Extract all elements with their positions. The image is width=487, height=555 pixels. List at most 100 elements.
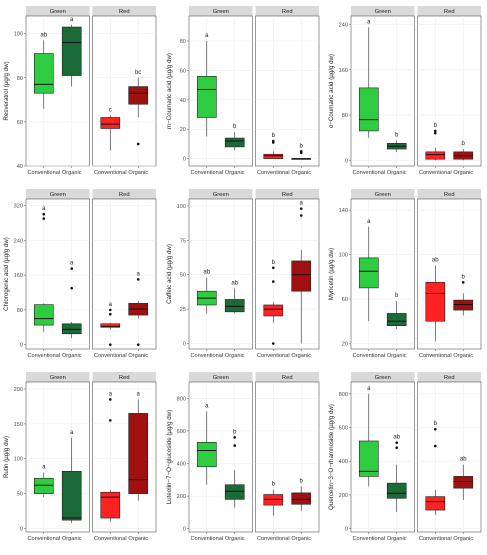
y-tick-label: 800: [177, 396, 186, 402]
x-tick-label: Organic: [225, 170, 245, 176]
significance-letter: b: [434, 123, 438, 129]
facet-label: Green: [213, 375, 229, 381]
box: [386, 482, 407, 499]
box: [224, 299, 245, 313]
y-tick-label: 0: [345, 158, 348, 164]
outlier-point: [433, 427, 437, 431]
significance-letter: a: [42, 465, 46, 471]
x-tick-label: Organic: [62, 536, 82, 542]
x-tick-label: Conventional: [352, 536, 385, 542]
box: [291, 260, 312, 292]
y-tick-label: 100: [14, 32, 23, 38]
y-tick-label: 20: [180, 127, 186, 133]
facet-strip: [189, 372, 253, 382]
outlier-point: [433, 444, 437, 448]
y-tick-label: 320: [14, 204, 23, 210]
facet-panel: [417, 198, 482, 350]
y-tick-label: 25: [180, 307, 186, 313]
y-tick-label: 150: [14, 422, 23, 428]
outlier-point: [271, 280, 275, 283]
box: [453, 299, 474, 311]
significance-letter: a: [367, 219, 371, 225]
significance-letter: b: [434, 421, 438, 427]
y-tick-label: 80: [17, 308, 23, 314]
y-tick-label: 60: [180, 68, 186, 74]
facet-strip: [26, 6, 90, 16]
facet-strip: [417, 189, 481, 199]
x-tick-label: Conventional: [190, 170, 223, 176]
significance-letter: b: [462, 141, 466, 147]
y-tick-label: 600: [177, 429, 186, 435]
outlier-point: [233, 436, 237, 439]
x-tick-label: Conventional: [94, 353, 127, 359]
facet-label: Green: [375, 9, 391, 15]
y-tick-label: 200: [339, 493, 348, 499]
facet-strip: [351, 372, 415, 382]
x-tick-label: Organic: [291, 170, 311, 176]
outlier-point: [395, 446, 399, 450]
x-tick-label: Conventional: [257, 353, 290, 359]
y-axis-label: Luteolin−7−O−glucoside (µg/g dw): [166, 410, 173, 505]
chart-panel: Quercetin−3−O−rhamnoside (µg/g dw) 0 200 40…: [328, 372, 482, 542]
y-tick-label: 40: [180, 98, 186, 104]
y-tick-label: 100: [339, 253, 348, 259]
significance-letter: bc: [135, 70, 141, 76]
facet-strip: [255, 6, 319, 16]
y-tick-label: 160: [339, 68, 348, 74]
box: [100, 323, 121, 328]
y-tick-label: 800: [339, 392, 348, 398]
y-tick-label: 100: [14, 457, 23, 463]
y-tick-label: 160: [14, 273, 23, 279]
y-axis-label: Caffeic acid (µg/g dw): [166, 244, 173, 304]
facet-strip: [255, 372, 319, 382]
y-tick-label: 100: [177, 204, 186, 210]
x-tick-label: Organic: [225, 353, 245, 359]
outlier-point: [461, 281, 465, 284]
outlier-point: [299, 207, 303, 210]
y-tick-label: 240: [339, 22, 348, 28]
outlier-point: [108, 308, 112, 312]
facet-panel: [188, 198, 253, 350]
facet-strip: [92, 189, 156, 199]
x-tick-label: Organic: [62, 170, 82, 176]
outlier-point: [108, 398, 112, 401]
facet-label: Green: [213, 192, 229, 198]
x-tick-label: Conventional: [94, 170, 127, 176]
y-tick-label: 60: [17, 120, 23, 126]
facet-label: Green: [375, 375, 391, 381]
x-tick-label: Organic: [387, 170, 407, 176]
facet-label: Red: [282, 9, 293, 15]
significance-letter: ab: [393, 435, 400, 441]
outlier-point: [271, 141, 275, 144]
significance-letter: a: [109, 391, 113, 397]
x-tick-label: Conventional: [257, 536, 290, 542]
outlier-point: [271, 266, 275, 270]
y-tick-label: 0: [183, 341, 186, 347]
significance-letter: a: [300, 201, 304, 207]
significance-letter: b: [395, 293, 399, 299]
x-tick-label: Organic: [453, 353, 473, 359]
y-tick-label: 400: [339, 459, 348, 465]
outlier-point: [42, 217, 46, 220]
chart-panel: Rutin (µg/g dw) 0 50 100 150 200 Green Conventi…: [3, 372, 157, 542]
facet-label: Green: [50, 375, 66, 381]
significance-letter: a: [367, 19, 371, 25]
outlier-point: [108, 312, 112, 316]
significance-letter: a: [137, 271, 141, 277]
box: [100, 117, 121, 129]
y-axis-label: Quercetin−3−O−rhamnoside (µg/g dw): [328, 404, 335, 510]
box: [196, 75, 217, 118]
outlier-point: [433, 129, 437, 133]
y-axis-label: m−Coumaric acid (µg/g dw): [166, 53, 173, 129]
significance-letter: b: [462, 274, 466, 280]
significance-letter: b: [300, 143, 304, 149]
x-tick-label: Organic: [453, 170, 473, 176]
outlier-point: [299, 151, 303, 155]
facet-label: Red: [282, 192, 293, 198]
facet-panel: [255, 15, 320, 167]
facet-strip: [351, 189, 415, 199]
chart-panel: Chlorogenic acid (µg/g dw) 0 80 160 240 320 Gr…: [3, 189, 157, 359]
significance-letter: a: [70, 17, 74, 23]
facet-strip: [417, 372, 481, 382]
